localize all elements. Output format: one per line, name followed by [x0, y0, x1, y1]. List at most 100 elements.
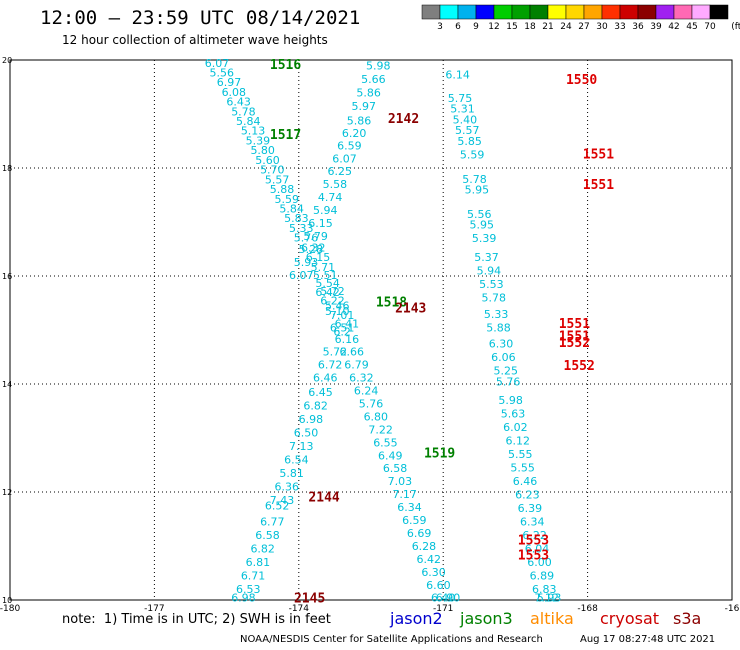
wave-height-point: 6.81 — [246, 556, 271, 569]
wave-height-point: 6.72 — [318, 359, 343, 372]
x-tick-label: -174 — [289, 604, 310, 614]
wave-height-point: 6.34 — [520, 516, 545, 529]
wave-height-point: 5.58 — [323, 178, 348, 191]
wave-height-point: 5.93 — [537, 591, 562, 604]
wave-height-point: 6.58 — [383, 462, 408, 475]
wave-height-point: 5.46 — [325, 300, 350, 313]
wave-height-point: 6.98 — [231, 591, 256, 604]
wave-height-point: 5.72 — [320, 285, 345, 298]
wave-height-point: 5.51 — [313, 269, 338, 282]
wave-height-point: 5.88 — [486, 321, 511, 334]
wave-height-point: 6.51 — [330, 321, 355, 334]
wave-height-point: 6.32 — [349, 372, 374, 385]
wave-height-point: 5.54 — [315, 277, 340, 290]
wave-height-point: 5.98 — [498, 394, 523, 407]
colorbar-label: 45 — [686, 22, 697, 32]
colorbar-swatch — [619, 4, 639, 20]
x-tick-label: -177 — [144, 604, 164, 614]
wave-height-point: 6.53 — [236, 583, 261, 596]
wave-height-point: 5.95 — [469, 219, 494, 232]
track-label: 2142 — [388, 112, 419, 127]
y-tick-label: 18 — [2, 164, 12, 173]
wave-height-point: 5.59 — [275, 193, 300, 206]
colorbar-label: 39 — [650, 22, 662, 32]
chart-title: 12:00 – 23:59 UTC 08/14/2021 — [40, 7, 361, 29]
wave-height-point: 5.85 — [457, 135, 482, 148]
y-tick-label: 10 — [2, 596, 12, 605]
wave-height-point: 7.12 — [534, 591, 559, 604]
wave-height-point: 6.59 — [402, 514, 427, 527]
wave-height-point: 6.15 — [306, 251, 331, 264]
wave-height-point: 5.53 — [479, 278, 504, 291]
wave-height-point: 6.77 — [260, 516, 285, 529]
colorbar-swatch — [673, 4, 693, 20]
track-label: 1553 — [518, 534, 549, 549]
wave-height-point: 7.13 — [289, 440, 314, 453]
colorbar-swatch — [529, 4, 549, 20]
wave-height-point: 6.82 — [250, 543, 275, 556]
legend-jason3: jason3 — [460, 609, 513, 628]
wave-height-point: 6.50 — [294, 427, 319, 440]
colorbar-swatch — [583, 4, 603, 20]
wave-height-point: 5.79 — [303, 230, 328, 243]
wave-height-point: 6.80 — [364, 410, 389, 423]
track-label: 1550 — [566, 73, 597, 88]
wave-height-point: 5.84 — [279, 203, 304, 216]
wave-height-point: 6.83 — [532, 583, 557, 596]
wave-height-point: 6.71 — [241, 570, 266, 583]
colorbar-unit: (ft) — [731, 22, 740, 32]
x-tick-label: -180 — [0, 604, 20, 614]
wave-height-point: 6.45 — [308, 386, 333, 399]
track-label: 2143 — [395, 301, 426, 316]
wave-height-point: 6.46 — [513, 475, 538, 488]
track-label: 1551 — [559, 329, 590, 344]
wave-height-point: 5.28 — [299, 243, 324, 256]
track-label: 1517 — [270, 128, 301, 143]
track-label: 1553 — [518, 549, 549, 564]
wave-height-point: 6.04 — [525, 543, 550, 556]
wave-height-point: 5.97 — [352, 100, 377, 113]
colorbar-label: 18 — [524, 22, 536, 32]
wave-height-point: 5.56 — [210, 66, 235, 79]
plot-frame — [9, 59, 733, 601]
wave-height-point: 5.81 — [279, 467, 304, 480]
wave-height-point: 5.98 — [366, 59, 391, 72]
track-label: 1519 — [424, 447, 455, 462]
wave-height-point: 5.39 — [472, 232, 497, 245]
wave-height-point: 7.01 — [330, 309, 355, 322]
wave-height-point: 5.56 — [467, 208, 492, 221]
y-tick-label: 14 — [2, 380, 12, 389]
colorbar-swatch — [691, 4, 711, 20]
wave-height-point: 6.07 — [332, 152, 357, 165]
wave-height-point: 5.94 — [477, 265, 502, 278]
colorbar-swatch — [457, 4, 477, 20]
wave-height-point: 5.63 — [501, 408, 526, 421]
colorbar-swatch — [421, 4, 441, 20]
colorbar-label: 33 — [614, 22, 625, 32]
wave-height-point: 6.97 — [217, 76, 242, 89]
colorbar-label: 24 — [560, 22, 572, 32]
legend-s3a: s3a — [673, 609, 702, 628]
wave-height-point: 5.59 — [460, 149, 485, 162]
colorbar-label: 3 — [437, 22, 443, 32]
wave-height-point: 6.23 — [515, 489, 540, 502]
wave-height-point: 6.46 — [313, 372, 338, 385]
colorbar-swatch — [439, 4, 459, 20]
wave-height-point: 5.25 — [494, 365, 519, 378]
wave-height-point: 6.89 — [530, 570, 555, 583]
wave-height-point: 6.90 — [436, 591, 461, 604]
wave-height-point: 6.28 — [412, 540, 437, 553]
track-label: 1551 — [583, 178, 614, 193]
x-tick-label: -168 — [577, 604, 598, 614]
wave-height-point: 4.74 — [318, 191, 343, 204]
colorbar-label: 42 — [668, 22, 679, 32]
wave-height-point: 6.30 — [421, 566, 446, 579]
wave-height-point: 6.42 — [315, 286, 340, 299]
wave-height-point: 5.33 — [289, 222, 314, 235]
wave-height-point: 5.88 — [270, 183, 295, 196]
colorbar-label: 15 — [506, 22, 517, 32]
colorbar-swatch — [709, 4, 729, 20]
colorbar-swatch — [547, 4, 567, 20]
wave-height-point: 5.57 — [265, 173, 290, 186]
colorbar-label: 6 — [455, 22, 461, 32]
